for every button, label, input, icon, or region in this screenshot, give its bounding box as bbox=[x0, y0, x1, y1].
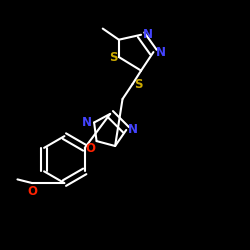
Text: N: N bbox=[156, 46, 166, 59]
Text: N: N bbox=[143, 28, 153, 41]
Text: S: S bbox=[109, 50, 118, 64]
Text: O: O bbox=[27, 185, 37, 198]
Text: N: N bbox=[128, 124, 138, 136]
Text: O: O bbox=[85, 142, 95, 155]
Text: S: S bbox=[134, 78, 143, 91]
Text: N: N bbox=[82, 116, 92, 129]
